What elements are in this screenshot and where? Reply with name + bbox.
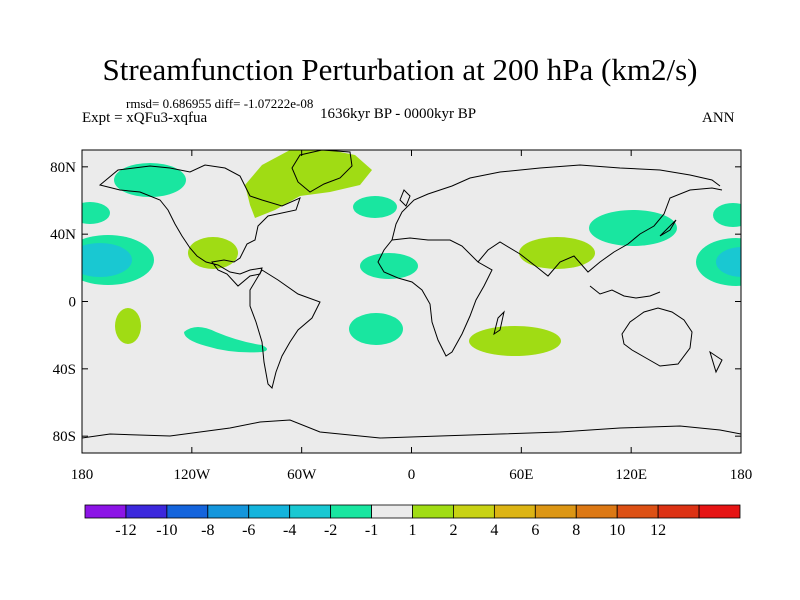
coast-uk [399,189,411,207]
coast-greenland [291,150,353,193]
colorbar-swatch [84,504,127,519]
lon-tick-label: 120W [173,467,211,483]
coast-japan [659,219,677,237]
anomaly-north-pacific-low-west [82,202,110,224]
coast-southeast-asia [589,285,661,299]
lon-tick-label: 0 [408,467,416,483]
anomaly-west-africa-low [360,253,418,279]
colorbar-label: 1 [409,522,417,539]
colorbar-label: 10 [609,522,625,539]
colorbar-swatch [412,504,454,519]
anomaly-south-pacific-high [115,308,141,344]
colorbar-label: 8 [572,522,580,539]
anomaly-north-pacific-low-east [713,203,741,227]
anomaly-east-asia-low [589,210,677,246]
anomaly-east-africa-india-high [519,237,595,269]
colorbar: -12 -10 -8 -6 -4 -2 -1 1 2 4 6 8 10 12 [84,504,741,539]
colorbar-label: -1 [365,522,378,539]
colorbar-label: -4 [283,522,296,539]
colorbar-label: -8 [201,522,214,539]
anomaly-north-atlantic-low [353,196,397,218]
anomaly-southeast-pacific-low [184,327,267,353]
colorbar-swatch [371,504,413,519]
experiment-label: Expt = xQFu3-xqfua [82,110,208,126]
colorbar-label: 2 [449,522,457,539]
lon-tick-label: 60E [509,467,533,483]
latitude-axis: 80N 40N 0 40S 80S [50,160,741,445]
colorbar-swatch [453,504,495,519]
colorbar-swatch [248,504,291,519]
colorbar-swatch [534,504,577,519]
lon-tick-label: 180 [71,467,94,483]
colorbar-label: 6 [531,522,539,539]
lat-tick-label: 0 [69,295,77,311]
anomaly-layer [82,150,741,356]
coast-new-zealand [709,350,723,374]
colorbar-swatch [616,504,659,519]
colorbar-label: 12 [650,522,666,539]
colorbar-label: -12 [115,522,136,539]
map-background [82,150,741,453]
lon-tick-label: 180 [730,467,753,483]
anomaly-south-atlantic-low [349,313,403,345]
chart-title: Streamfunction Perturbation at 200 hPa (… [102,52,698,87]
longitude-axis: 180 120W 60W 0 60E 120E 180 [71,150,753,483]
lat-tick-label: 80S [53,429,76,445]
lat-tick-label: 40S [53,362,76,378]
colorbar-swatch [575,504,618,519]
colorbar-swatch [493,504,536,519]
colorbar-label: 4 [490,522,498,539]
coast-africa [377,237,493,357]
colorbar-swatch [289,504,332,519]
lat-tick-label: 80N [50,160,76,176]
colorbar-swatch [698,504,741,519]
colorbar-swatch [657,504,700,519]
coast-antarctica [82,419,741,439]
anomaly-south-africa-high [469,326,561,356]
lon-tick-label: 60W [287,467,317,483]
colorbar-label: -6 [242,522,255,539]
coast-madagascar [493,310,505,336]
coastlines [82,150,741,439]
coast-asia [477,187,723,277]
anomaly-north-america-high [245,150,372,218]
coast-europe [391,164,721,241]
anomaly-alaska-low [114,163,186,197]
colorbar-swatch [207,504,250,519]
time-period-label: 1636kyr BP - 0000kyr BP [320,106,477,122]
colorbar-swatch [125,504,168,519]
coast-south-america [249,269,321,389]
coast-north-america [98,164,301,287]
anomaly-central-pacific-core-east [716,247,741,277]
lon-tick-label: 120E [615,467,647,483]
coast-australia [621,307,693,367]
anomaly-gulf-of-mexico-high [188,237,238,269]
colorbar-swatch [166,504,209,519]
rmsd-diff-stats: rmsd= 0.686955 diff= -1.07222e-08 [126,96,314,111]
colorbar-label: -10 [156,522,177,539]
colorbar-swatch [330,504,372,519]
colorbar-label: -2 [324,522,337,539]
anomaly-central-pacific-core-west [82,243,132,277]
season-label: ANN [702,110,735,126]
lat-tick-label: 40N [50,227,76,243]
